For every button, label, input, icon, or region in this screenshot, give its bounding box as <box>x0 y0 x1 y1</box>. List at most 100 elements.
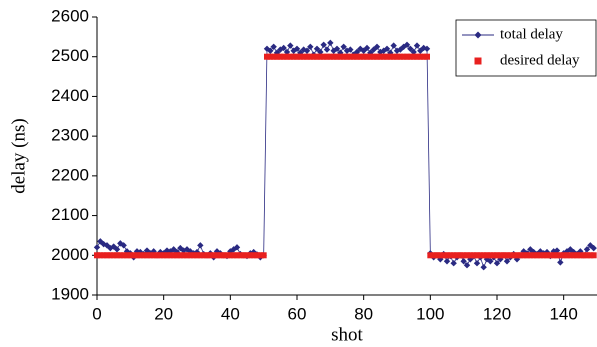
marker <box>274 53 280 60</box>
marker <box>520 252 527 259</box>
marker <box>554 252 560 259</box>
marker <box>390 53 397 60</box>
marker <box>490 252 497 259</box>
marker <box>487 252 494 259</box>
x-axis-label: shot <box>331 324 363 345</box>
marker <box>497 252 504 259</box>
y-tick-label: 2000 <box>51 245 89 264</box>
marker <box>294 53 300 60</box>
marker <box>354 53 360 60</box>
marker <box>587 252 594 259</box>
marker <box>423 45 431 52</box>
marker <box>570 252 577 259</box>
marker <box>113 246 121 253</box>
marker <box>434 252 440 259</box>
marker <box>307 43 314 50</box>
marker <box>323 46 331 53</box>
marker <box>477 252 484 259</box>
marker <box>103 242 111 249</box>
marker <box>303 47 311 54</box>
marker <box>344 53 350 60</box>
legend-label: total delay <box>500 26 563 42</box>
marker <box>517 252 524 259</box>
legend-label: desired delay <box>500 52 580 68</box>
marker <box>224 252 230 259</box>
marker <box>220 252 227 259</box>
marker <box>193 248 201 256</box>
marker <box>97 252 104 259</box>
marker <box>280 53 287 60</box>
marker <box>283 48 291 56</box>
marker <box>350 53 357 60</box>
marker <box>327 53 334 60</box>
marker <box>313 45 321 52</box>
marker <box>480 252 487 259</box>
marker <box>474 252 480 259</box>
y-axis-label: delay (ns) <box>8 118 29 193</box>
marker <box>353 48 361 56</box>
x-tick-label: 20 <box>154 304 173 323</box>
marker <box>117 252 124 259</box>
marker <box>140 252 147 259</box>
marker <box>250 252 257 259</box>
marker <box>500 252 507 259</box>
marker <box>297 53 304 60</box>
marker <box>187 252 194 259</box>
marker <box>117 240 124 247</box>
marker <box>460 258 467 265</box>
marker <box>363 44 371 52</box>
marker <box>260 252 267 259</box>
marker <box>590 252 597 259</box>
marker <box>480 264 487 271</box>
marker <box>277 53 284 60</box>
marker <box>414 53 420 60</box>
marker <box>584 252 590 259</box>
marker <box>407 53 414 60</box>
marker <box>524 252 530 259</box>
marker <box>464 252 470 259</box>
marker <box>424 53 430 60</box>
marker <box>340 53 347 60</box>
marker <box>257 252 264 259</box>
marker <box>307 53 314 60</box>
marker <box>457 252 464 259</box>
marker <box>160 252 167 259</box>
marker <box>150 252 157 259</box>
marker <box>100 240 107 248</box>
marker <box>557 259 564 266</box>
marker <box>324 53 330 60</box>
marker <box>333 45 341 52</box>
marker <box>373 43 381 50</box>
marker <box>427 252 434 259</box>
marker <box>244 252 250 259</box>
marker <box>267 47 274 54</box>
marker <box>443 258 451 265</box>
legend: total delay desired delay <box>455 19 597 77</box>
marker <box>317 53 324 60</box>
marker <box>574 252 580 259</box>
marker <box>290 53 297 60</box>
marker <box>417 53 424 60</box>
y-tick-label: 2300 <box>51 126 89 145</box>
marker <box>207 252 214 259</box>
marker <box>564 252 570 259</box>
marker <box>104 252 110 259</box>
marker <box>473 260 481 267</box>
marker <box>270 43 277 50</box>
marker <box>230 252 237 259</box>
marker <box>134 252 140 259</box>
marker <box>170 252 177 259</box>
marker <box>194 252 200 259</box>
marker <box>383 45 391 52</box>
marker <box>164 252 170 259</box>
marker <box>214 252 220 259</box>
marker <box>370 46 377 53</box>
marker <box>197 242 204 249</box>
marker <box>190 252 197 259</box>
marker <box>514 252 520 259</box>
marker <box>380 53 387 60</box>
marker <box>437 252 444 259</box>
marker <box>413 42 421 49</box>
marker <box>494 252 500 259</box>
marker <box>317 48 324 56</box>
